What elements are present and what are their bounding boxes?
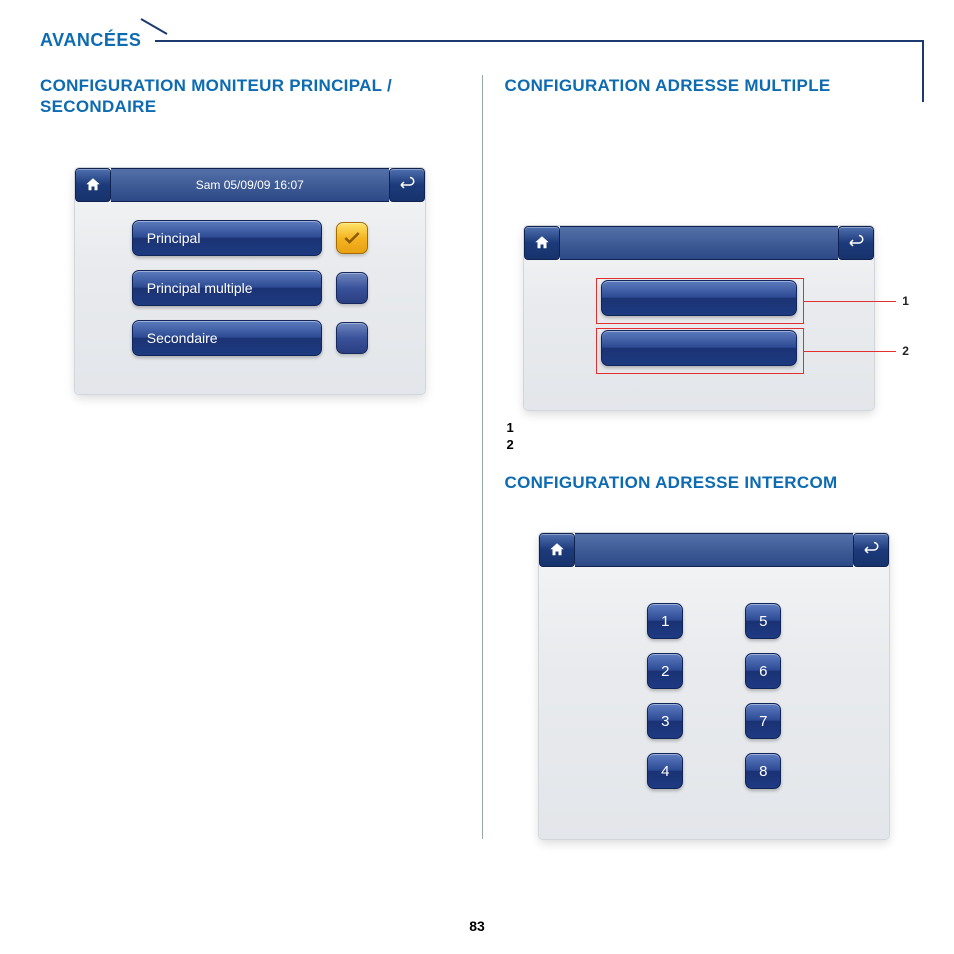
key-6[interactable]: 6: [745, 653, 781, 689]
right-column: CONFIGURATION ADRESSE MULTIPLE: [485, 75, 925, 839]
address-row-1[interactable]: [601, 280, 797, 316]
home-button[interactable]: [75, 168, 111, 202]
annotated-device-wrap: 1 2: [524, 226, 904, 410]
key-3[interactable]: 3: [647, 703, 683, 739]
device-screenshot-adresse-multiple: [524, 226, 874, 410]
header-datetime: Sam 05/09/09 16:07: [111, 168, 389, 202]
home-button[interactable]: [539, 533, 575, 567]
legend-item-1: 1: [507, 420, 925, 437]
back-button[interactable]: [389, 168, 425, 202]
home-icon: [548, 541, 566, 559]
return-icon: [847, 234, 865, 252]
back-button[interactable]: [853, 533, 889, 567]
option-principal-multiple[interactable]: Principal multiple: [132, 270, 322, 306]
key-8[interactable]: 8: [745, 753, 781, 789]
header-blank: [575, 533, 853, 567]
option-row: Principal: [93, 220, 407, 256]
callout-label-1: 1: [902, 294, 909, 308]
option-row: [542, 280, 856, 316]
legend-item-2: 2: [507, 437, 925, 454]
option-row: Secondaire: [93, 320, 407, 356]
page-title: AVANCÉES: [40, 30, 155, 51]
column-divider: [482, 75, 483, 839]
device-header: [539, 533, 889, 567]
legend-list: 1 2: [507, 420, 925, 454]
left-column: CONFIGURATION MONITEUR PRINCIPAL / SECON…: [40, 75, 480, 839]
key-7[interactable]: 7: [745, 703, 781, 739]
title-rule-vertical: [922, 42, 924, 102]
two-column-layout: CONFIGURATION MONITEUR PRINCIPAL / SECON…: [40, 75, 924, 839]
home-icon: [533, 234, 551, 252]
section-title-adresse-multiple: CONFIGURATION ADRESSE MULTIPLE: [505, 75, 925, 96]
device-header: [524, 226, 874, 260]
callout-line-1: [804, 301, 896, 302]
option-principal[interactable]: Principal: [132, 220, 322, 256]
device-body: Principal Principal multiple Secondaire: [75, 202, 425, 394]
page-title-row: AVANCÉES: [40, 30, 924, 51]
key-2[interactable]: 2: [647, 653, 683, 689]
section-title-intercom: CONFIGURATION ADRESSE INTERCOM: [505, 472, 925, 493]
device-screenshot-intercom: 1 5 2 6 3 7 4 8: [539, 533, 889, 839]
check-icon: [342, 228, 362, 248]
option-secondaire[interactable]: Secondaire: [132, 320, 322, 356]
checkbox-secondaire[interactable]: [336, 322, 368, 354]
callout-label-2: 2: [902, 344, 909, 358]
key-1[interactable]: 1: [647, 603, 683, 639]
intercom-keypad: 1 5 2 6 3 7 4 8: [557, 585, 871, 815]
key-4[interactable]: 4: [647, 753, 683, 789]
header-blank: [560, 226, 838, 260]
checkbox-principal[interactable]: [336, 222, 368, 254]
section-title-monitor: CONFIGURATION MONITEUR PRINCIPAL / SECON…: [40, 75, 460, 118]
address-row-2[interactable]: [601, 330, 797, 366]
back-button[interactable]: [838, 226, 874, 260]
title-rule: [155, 35, 924, 47]
device-screenshot-monitor: Sam 05/09/09 16:07 Principal Principal m…: [75, 168, 425, 394]
return-icon: [862, 541, 880, 559]
option-row: [542, 330, 856, 366]
home-icon: [84, 176, 102, 194]
device-header: Sam 05/09/09 16:07: [75, 168, 425, 202]
key-5[interactable]: 5: [745, 603, 781, 639]
home-button[interactable]: [524, 226, 560, 260]
device-body: [524, 260, 874, 410]
page-number: 83: [469, 918, 485, 934]
return-icon: [398, 176, 416, 194]
callout-line-2: [804, 351, 896, 352]
option-row: Principal multiple: [93, 270, 407, 306]
device-body: 1 5 2 6 3 7 4 8: [539, 567, 889, 839]
checkbox-principal-multiple[interactable]: [336, 272, 368, 304]
